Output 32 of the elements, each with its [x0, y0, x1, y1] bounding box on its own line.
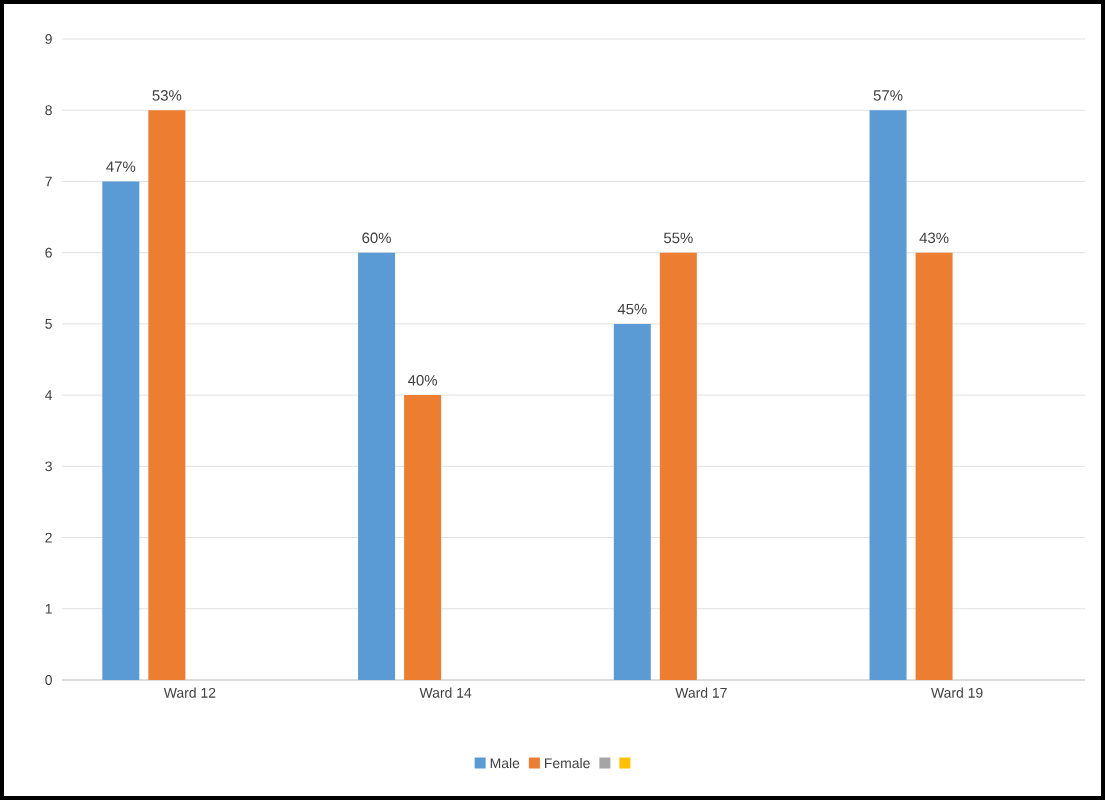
bar — [915, 252, 953, 680]
bar — [358, 252, 396, 680]
x-tick-label: Ward 14 — [419, 687, 472, 698]
x-tick-label: Ward 12 — [163, 687, 216, 698]
bar — [613, 323, 651, 680]
annotation: 55% — [663, 232, 693, 244]
annotation: 57% — [873, 90, 903, 101]
y-tick-label: 0 — [45, 675, 52, 685]
y-tick-label: 7 — [45, 176, 52, 187]
y-tick-label: 6 — [45, 247, 52, 258]
annotation: 47% — [106, 161, 136, 172]
y-tick-label: 9 — [45, 34, 52, 44]
y-tick-label: 2 — [45, 532, 52, 543]
annotation: 60% — [362, 232, 391, 244]
x-tick-label: Ward 19 — [931, 687, 983, 698]
legend-label: Female — [545, 757, 590, 769]
annotation: 40% — [407, 375, 438, 386]
x-tick-label: Ward 17 — [675, 687, 727, 698]
y-tick-label: 5 — [45, 319, 52, 329]
bar — [404, 395, 442, 680]
bar — [102, 181, 140, 680]
legend-label: Male — [490, 757, 520, 769]
y-tick-label: 4 — [45, 390, 53, 400]
annotation: 53% — [152, 90, 182, 101]
bar — [869, 110, 907, 680]
bar — [659, 252, 697, 680]
annotation: 43% — [919, 232, 949, 244]
y-tick-label: 3 — [45, 461, 52, 472]
y-tick-label: 8 — [45, 105, 52, 116]
y-tick-label: 1 — [45, 603, 52, 614]
bar — [148, 110, 186, 680]
annotation: 45% — [617, 303, 647, 315]
